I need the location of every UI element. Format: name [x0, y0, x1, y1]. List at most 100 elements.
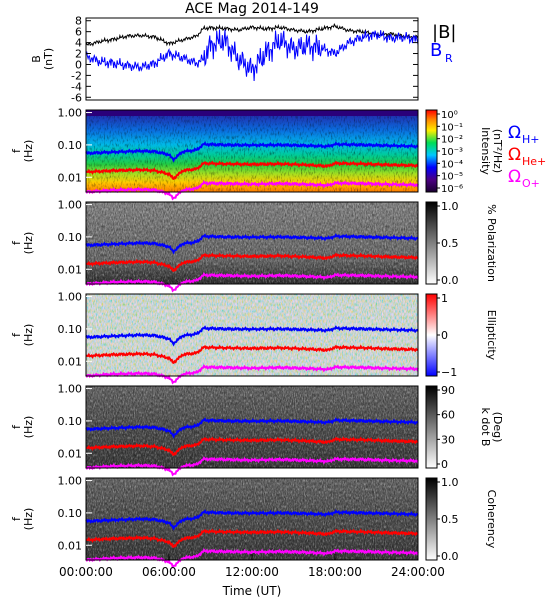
colorbar-tick-label: 0.5	[441, 237, 459, 250]
chart-title: ACE Mag 2014-149	[185, 1, 319, 17]
y-tick-label: 0.10	[58, 323, 83, 336]
legend-omega: Ω	[508, 123, 521, 143]
legend-omega: Ω	[508, 167, 521, 187]
colorbar-gradient	[425, 109, 438, 193]
colorbar-tick-label: 10⁻²	[441, 135, 463, 146]
legend-btot: |B|	[432, 22, 456, 43]
colorbar-tick-label: 10⁻⁵	[441, 172, 463, 183]
legend-ion: H+	[522, 133, 540, 146]
panel-ellipticity: 1.00 0.10 0.01 f (Hz) 1 0 −1 Ellipticity	[10, 291, 498, 385]
gyro-line-o-plus	[85, 364, 419, 385]
colorbar-tick-label: −1	[441, 366, 457, 379]
colorbar-unit: (nT²/Hz)	[491, 129, 504, 173]
colorbar-gradient	[425, 201, 438, 285]
y-tick-label: 1.00	[58, 291, 83, 304]
panel-k-dot-b: 1.00 0.10 0.01 f (Hz) 90 60 30 0 k dot B (Deg)	[10, 383, 504, 477]
legend-ion: He+	[522, 155, 546, 168]
y-axis-label: f (Hz)	[10, 324, 35, 347]
legend-br-sub: R	[445, 52, 453, 65]
colorbar-tick-label: 10⁻⁴	[441, 159, 463, 170]
series-line-btot	[85, 23, 419, 47]
y-tick-label: -4	[71, 80, 82, 93]
colorbar: 90 60 30 0 k dot B (Deg)	[425, 384, 504, 471]
y-tick-label: 0.10	[58, 415, 83, 428]
colorbar-tick-label: 0.0	[441, 550, 459, 563]
gyrofrequency-legend: Ω H+Ω He+Ω O+	[508, 123, 546, 190]
y-tick-label: 0.01	[58, 539, 83, 552]
y-tick-label: 1.00	[58, 199, 83, 212]
colorbar-tick-label: 1.0	[441, 200, 459, 213]
y-axis-name: f	[10, 424, 23, 429]
colorbar-tick-label: 60	[441, 409, 455, 422]
gyro-line-h-plus	[85, 325, 419, 347]
y-tick-label: 0.01	[58, 447, 83, 460]
colorbar-tick-label: 90	[441, 384, 455, 397]
gyro-line-he-plus	[85, 528, 419, 549]
y-tick-label: 0.10	[58, 139, 83, 152]
heatmap-top-band	[86, 110, 418, 116]
y-axis-label: f (Hz)	[10, 416, 35, 439]
colorbar-tick-label: 0	[441, 458, 448, 471]
colorbar-unit: (Deg)	[491, 412, 504, 443]
gyro-line-o-plus	[85, 272, 419, 293]
y-axis-name: f	[10, 148, 23, 153]
colorbar-name: % Polarization	[485, 204, 498, 282]
b-legend: |B|B R	[430, 22, 456, 65]
gyro-line-he-plus	[85, 252, 419, 273]
gyro-line-o-plus	[85, 456, 419, 477]
panel-frame	[85, 385, 419, 469]
colorbar-tick-label: 30	[441, 433, 455, 446]
panel-frame	[85, 109, 419, 193]
y-axis-unit: (Hz)	[22, 416, 35, 439]
colorbar-name: Ellipticity	[485, 310, 498, 361]
y-tick-label: 2	[75, 48, 82, 61]
y-tick-label: 0.01	[58, 171, 83, 184]
colorbar-tick-label: 10⁰	[441, 110, 458, 121]
x-axis-label: Time (UT)	[222, 584, 282, 598]
y-tick-label: 0.10	[58, 507, 83, 520]
y-axis-label: B (nT)	[30, 48, 55, 70]
colorbar-tick-label: 0.0	[441, 274, 459, 287]
panel-polarization: 1.00 0.10 0.01 f (Hz) 1.0 0.5 0.0 % Polarization	[10, 199, 498, 293]
y-tick-label: 1.00	[58, 475, 83, 488]
gyro-line-h-plus	[85, 417, 419, 439]
gyro-line-h-plus	[85, 233, 419, 255]
colorbar-tick-label: 10⁻¹	[441, 122, 463, 133]
gyro-line-h-plus	[85, 141, 419, 163]
colorbar-tick-label: 1	[441, 292, 448, 305]
y-axis-unit: (Hz)	[22, 508, 35, 531]
colorbar-tick-label: 10⁻³	[441, 147, 463, 158]
y-tick-label: 0.01	[58, 263, 83, 276]
panel-frame	[85, 17, 419, 101]
y-axis-unit: (Hz)	[22, 140, 35, 163]
y-axis-unit: (nT)	[42, 48, 55, 70]
y-axis-label: f (Hz)	[10, 232, 35, 255]
colorbar: 1 0 −1 Ellipticity	[425, 292, 498, 379]
colorbar-label: Coherency	[485, 490, 498, 549]
y-axis-label: f (Hz)	[10, 508, 35, 531]
colorbar-label: Intensity (nT²/Hz)	[479, 127, 504, 175]
colorbar: 1.0 0.5 0.0 % Polarization	[425, 200, 498, 287]
y-axis-name: f	[10, 332, 23, 337]
x-tick-label: 06:00:00	[142, 565, 196, 579]
colorbar-name: Coherency	[485, 490, 498, 549]
colorbar-tick-label: 1.0	[441, 476, 459, 489]
y-axis-name: f	[10, 516, 23, 521]
y-axis-label: f (Hz)	[10, 140, 35, 163]
colorbar-tick-label: 10⁻⁶	[441, 184, 463, 195]
colorbar-gradient	[425, 477, 438, 561]
gyro-line-o-plus	[85, 180, 419, 201]
x-tick-label: 18:00:00	[308, 565, 362, 579]
y-tick-label: 4	[75, 37, 82, 50]
colorbar-label: Ellipticity	[485, 310, 498, 361]
y-tick-label: 0.01	[58, 355, 83, 368]
y-axis-unit: (Hz)	[22, 232, 35, 255]
legend-ion: O+	[522, 177, 540, 190]
y-axis-name: B	[30, 55, 43, 63]
colorbar-tick-label: 0	[441, 329, 448, 342]
gyro-line-he-plus	[85, 344, 419, 365]
legend-omega: Ω	[508, 145, 521, 165]
